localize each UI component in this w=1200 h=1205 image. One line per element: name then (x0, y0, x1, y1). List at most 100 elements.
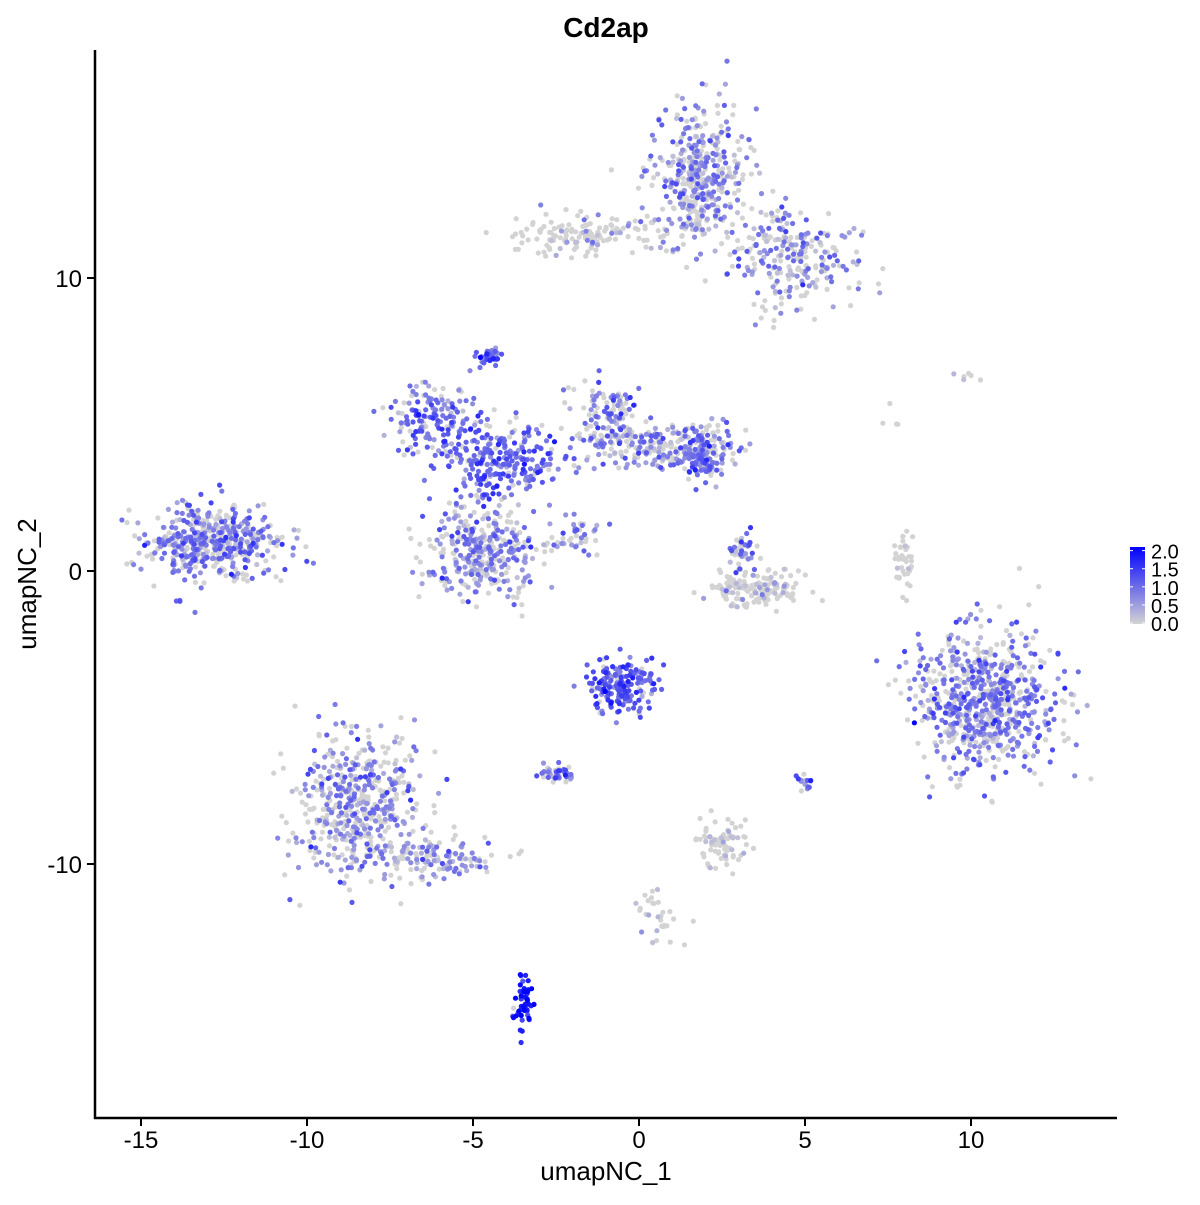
cell-point (677, 216, 683, 222)
cell-point (739, 176, 746, 182)
cell-point (782, 210, 788, 216)
cell-point (619, 693, 625, 699)
cell-point (1034, 687, 1040, 693)
cell-point (638, 688, 644, 694)
cell-point (703, 159, 710, 165)
cell-point (493, 445, 499, 451)
cell-point (934, 656, 940, 662)
cell-point (458, 519, 464, 525)
cell-point (772, 264, 778, 270)
cell-point (658, 465, 664, 471)
cell-point (798, 210, 804, 216)
cell-point (675, 460, 681, 466)
cell-point (875, 281, 882, 287)
cell-point (729, 548, 735, 554)
cell-point (632, 218, 638, 224)
cell-point (1017, 697, 1023, 703)
cell-point (986, 710, 993, 717)
cell-point (813, 248, 819, 254)
cell-point (766, 225, 772, 231)
cell-point (497, 476, 504, 482)
cell-point (494, 483, 500, 489)
cell-point (932, 686, 938, 692)
cell-point (623, 411, 629, 417)
cell-point (724, 419, 730, 425)
cell-point (646, 705, 652, 711)
cell-point (737, 566, 743, 572)
cell-point (173, 525, 179, 531)
cell-point (874, 658, 880, 664)
cell-point (602, 450, 608, 457)
cell-point (211, 533, 217, 539)
cell-point (965, 690, 971, 697)
cell-point (699, 213, 705, 219)
cell-point (446, 500, 452, 506)
cell-point (656, 117, 662, 123)
cell-point (798, 232, 804, 238)
cell-point (1072, 773, 1078, 779)
cell-point (401, 843, 407, 850)
cell-point (586, 552, 592, 558)
cell-point (198, 491, 204, 497)
cell-point (210, 551, 216, 557)
cell-point (494, 356, 501, 362)
cell-point (578, 540, 584, 546)
cell-point (311, 805, 317, 811)
cell-point (687, 203, 693, 209)
cell-point (856, 258, 862, 264)
cell-point (740, 596, 746, 603)
cell-point (749, 550, 755, 556)
cell-point (509, 458, 515, 464)
cell-point (670, 424, 676, 430)
cell-point (135, 520, 141, 526)
cell-point (990, 755, 996, 761)
cell-point (696, 167, 702, 173)
cell-point (546, 467, 552, 473)
cell-point (637, 714, 643, 720)
cell-point (748, 144, 754, 151)
cell-point (446, 848, 452, 854)
cell-point (744, 248, 750, 254)
cell-point (1061, 718, 1067, 724)
cell-point (209, 538, 215, 544)
cell-point (242, 549, 248, 555)
cell-point (790, 258, 797, 264)
cell-point (467, 513, 473, 519)
cell-point (453, 547, 459, 553)
cell-point (507, 539, 513, 545)
cell-point (623, 465, 629, 471)
cell-point (983, 707, 990, 713)
cell-point (625, 223, 631, 229)
cell-point (1010, 638, 1016, 644)
cell-point (689, 193, 695, 199)
cell-point (967, 742, 973, 748)
cell-point (545, 769, 551, 775)
cell-point (456, 871, 462, 877)
cell-point (947, 663, 954, 669)
cell-point (917, 663, 923, 669)
cell-point (337, 831, 344, 837)
cell-point (131, 562, 137, 568)
cell-point (628, 668, 634, 675)
cell-point (259, 552, 265, 558)
cell-point (643, 431, 650, 437)
cell-point (348, 772, 354, 779)
cell-point (305, 771, 311, 777)
colorbar-tick-label: 0.5 (1151, 596, 1179, 618)
cell-point (612, 460, 619, 466)
cell-point (230, 506, 236, 512)
cell-point (1018, 672, 1024, 678)
cell-point (279, 534, 285, 540)
cell-point (691, 590, 697, 596)
cell-point (950, 710, 956, 716)
cell-point (421, 865, 427, 871)
cell-point (230, 563, 236, 570)
cell-point (706, 226, 712, 232)
cell-point (922, 713, 928, 720)
cell-point (649, 132, 656, 138)
cell-point (333, 737, 339, 743)
cell-point (1009, 644, 1015, 650)
cell-point (701, 833, 708, 839)
cell-point (513, 1013, 519, 1019)
cell-point (474, 445, 480, 452)
